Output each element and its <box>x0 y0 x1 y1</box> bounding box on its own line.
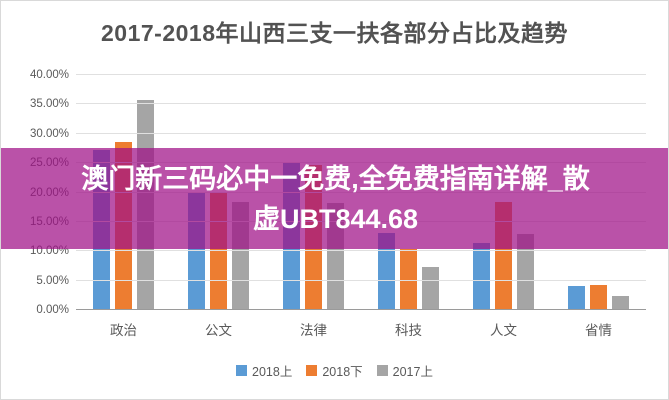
x-axis-label-科技: 科技 <box>395 323 422 338</box>
bar-2018下-省情 <box>590 284 607 309</box>
legend-swatch-icon <box>236 365 248 376</box>
legend-swatch-icon <box>306 365 318 376</box>
y-tick-label: 35.00% <box>29 98 69 111</box>
legend-label: 2017上 <box>392 365 433 379</box>
gridline <box>76 74 646 75</box>
y-tick-label: 5.00% <box>36 274 69 287</box>
y-tick-label: 0.00% <box>36 304 69 316</box>
bar-2017上-人文 <box>517 233 534 309</box>
chart-title: 2017-2018年山西三支一扶各部分占比及趋势 <box>101 20 568 46</box>
bar-2017上-省情 <box>612 296 629 309</box>
bar-2018上-人文 <box>473 242 490 309</box>
x-axis-label-公文: 公文 <box>205 323 232 338</box>
ad-overlay-banner[interactable]: 澳门新三码必中一免费,全免费指南详解_散 虚UBT844.68 <box>1 148 668 249</box>
ad-overlay-text-line2: 虚UBT844.68 <box>252 203 419 234</box>
legend-item-2018上: 2018上 <box>236 361 292 380</box>
x-axis-label-政治: 政治 <box>110 323 137 338</box>
x-axis-label-省情: 省情 <box>585 323 612 338</box>
ad-overlay-text-line1: 澳门新三码必中一免费,全免费指南详解_散 <box>81 163 590 194</box>
x-axis-label-法律: 法律 <box>300 323 327 338</box>
legend: 2018上 2018下 2017上 <box>1 361 668 380</box>
bar-2018下-科技 <box>400 248 417 309</box>
gridline <box>76 250 646 252</box>
bar-2017上-科技 <box>422 266 439 309</box>
gridline <box>76 279 646 281</box>
x-axis-labels: 政治 公文 法律 科技 人文 省情 <box>76 319 646 339</box>
gridline <box>76 103 646 105</box>
gridline <box>76 132 646 134</box>
bar-group-科技 <box>361 74 456 309</box>
legend-item-2018下: 2018下 <box>306 361 363 380</box>
legend-swatch-icon <box>376 365 388 376</box>
y-tick-label: 30.00% <box>29 127 69 140</box>
legend-label: 2018上 <box>252 365 293 379</box>
bar-2018上-省情 <box>568 285 585 309</box>
x-axis-label-人文: 人文 <box>490 323 517 338</box>
bar-group-省情 <box>551 74 646 309</box>
y-tick-label: 40.00% <box>29 69 69 81</box>
legend-label: 2018下 <box>322 365 363 379</box>
legend-item-2017上: 2017上 <box>376 361 433 380</box>
bar-2018上-科技 <box>378 232 395 309</box>
